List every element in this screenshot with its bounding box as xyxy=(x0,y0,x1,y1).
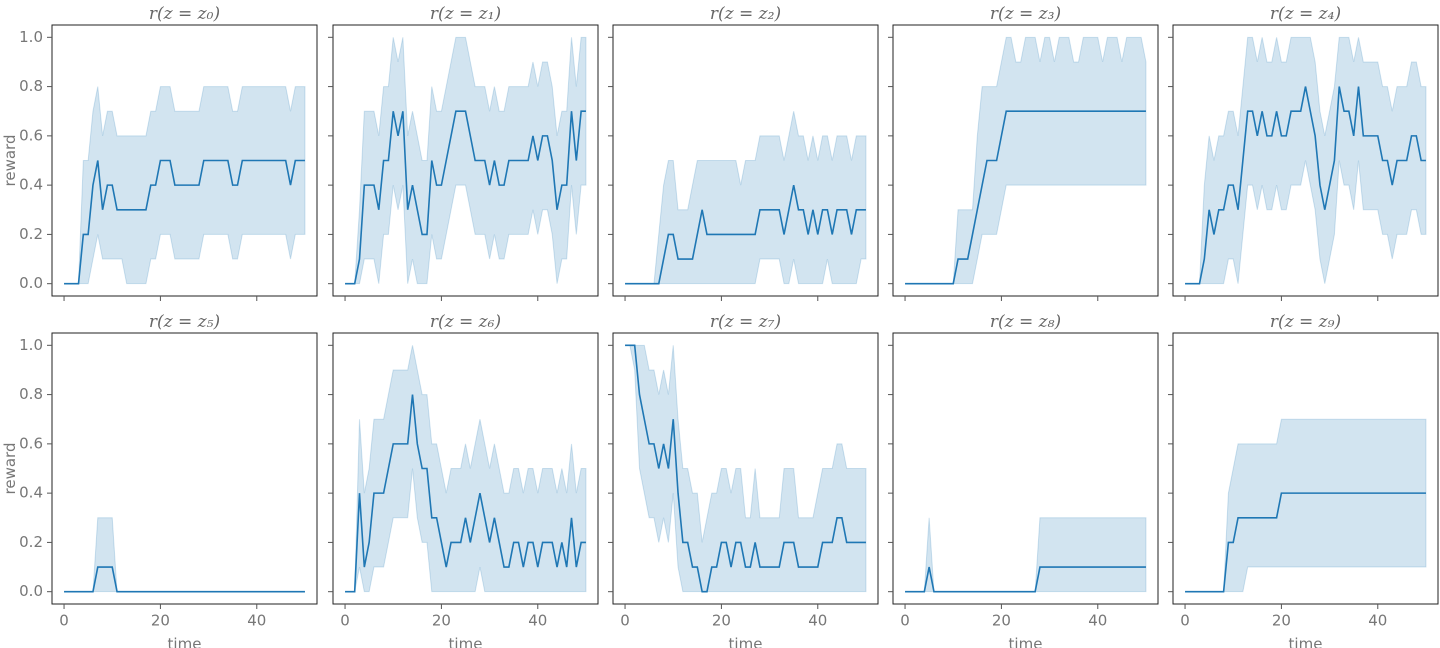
y-tick-label: 0.6 xyxy=(19,126,43,144)
x-tick-label: 20 xyxy=(432,612,451,630)
y-tick-label: 0.0 xyxy=(19,274,43,292)
axes-frame xyxy=(332,24,599,297)
axes-frame xyxy=(1172,332,1439,605)
x-axis-label: time xyxy=(1009,635,1043,648)
x-tick-label: 0 xyxy=(620,612,630,630)
x-tick-label: 0 xyxy=(1180,612,1190,630)
confidence-band xyxy=(625,344,867,593)
confidence-band xyxy=(1185,36,1427,285)
y-tick-label: 0.6 xyxy=(19,434,43,452)
axes-frame xyxy=(612,332,879,605)
y-tick-label: 0.0 xyxy=(19,582,43,600)
x-tick-label: 0 xyxy=(900,612,910,630)
subplot-title: r(z = z₅) xyxy=(149,312,220,332)
subplot-title: r(z = z₁) xyxy=(430,4,501,24)
y-tick-label: 0.4 xyxy=(19,176,43,194)
confidence-band xyxy=(345,36,587,285)
confidence-band xyxy=(1185,418,1427,593)
y-tick-label: 1.0 xyxy=(19,28,43,46)
x-tick-label: 20 xyxy=(712,612,731,630)
x-tick-label: 20 xyxy=(151,612,170,630)
mean-line xyxy=(625,184,866,285)
y-tick-label: 0.8 xyxy=(19,77,43,95)
axes-frame xyxy=(892,332,1159,605)
confidence-band xyxy=(905,36,1147,285)
subplot-title: r(z = z₃) xyxy=(990,4,1061,24)
y-tick-label: 0.8 xyxy=(19,385,43,403)
y-tick-label: 0.4 xyxy=(19,484,43,502)
mean-line xyxy=(345,394,586,593)
mean-line xyxy=(1185,492,1426,593)
axes-frame xyxy=(332,332,599,605)
mean-line xyxy=(345,110,586,285)
y-tick-label: 0.2 xyxy=(19,533,43,551)
x-tick-label: 20 xyxy=(992,612,1011,630)
x-tick-label: 40 xyxy=(528,612,547,630)
x-axis-label: time xyxy=(1289,635,1323,648)
confidence-band xyxy=(625,111,867,285)
y-axis-label: reward xyxy=(1,135,19,187)
x-axis-label: time xyxy=(168,635,202,648)
axes-frame xyxy=(892,24,1159,297)
x-tick-label: 0 xyxy=(340,612,350,630)
y-tick-label: 0.2 xyxy=(19,225,43,243)
x-tick-label: 40 xyxy=(247,612,266,630)
subplot-title: r(z = z₂) xyxy=(710,4,781,24)
x-axis-label: time xyxy=(729,635,763,648)
axes-frame xyxy=(51,24,318,297)
mean-line xyxy=(64,159,305,285)
confidence-band xyxy=(345,345,587,593)
mean-line xyxy=(905,110,1146,285)
subplot-title: r(z = z₇) xyxy=(710,312,781,332)
x-tick-label: 40 xyxy=(808,612,827,630)
subplot-title: r(z = z₄) xyxy=(1270,4,1341,24)
axes-frame xyxy=(51,332,318,605)
x-tick-label: 40 xyxy=(1088,612,1107,630)
axes-frame xyxy=(612,24,879,297)
confidence-band xyxy=(64,517,305,593)
x-tick-label: 20 xyxy=(1272,612,1291,630)
y-axis-label: reward xyxy=(1,443,19,495)
mean-line xyxy=(625,344,866,593)
x-axis-label: time xyxy=(449,635,483,648)
axes-frame xyxy=(1172,24,1439,297)
subplot-title: r(z = z₀) xyxy=(149,4,220,24)
x-tick-label: 40 xyxy=(1368,612,1387,630)
confidence-band xyxy=(905,517,1147,593)
x-tick-label: 0 xyxy=(59,612,69,630)
mean-line xyxy=(64,566,305,593)
y-tick-label: 1.0 xyxy=(19,336,43,354)
subplot-title: r(z = z₆) xyxy=(430,312,501,332)
mean-line xyxy=(1185,86,1426,285)
subplot-title: r(z = z₉) xyxy=(1270,312,1341,332)
subplot-title: r(z = z₈) xyxy=(990,312,1061,332)
mean-line xyxy=(905,566,1146,593)
